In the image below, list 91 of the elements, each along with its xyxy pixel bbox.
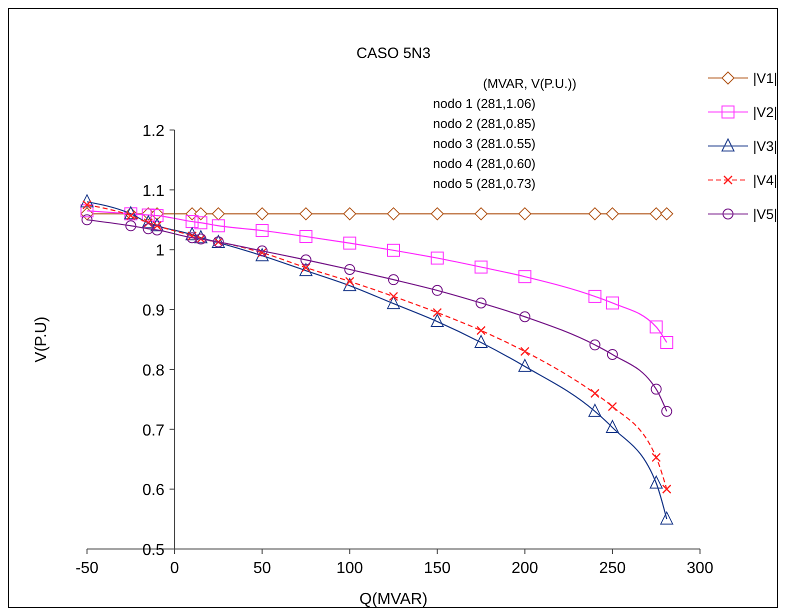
point <box>474 334 488 348</box>
point <box>608 402 618 412</box>
point <box>518 207 532 220</box>
point <box>588 290 602 303</box>
y-tick-label: 1.2 <box>142 123 165 140</box>
point <box>606 207 619 220</box>
point <box>432 308 442 318</box>
point <box>652 452 661 462</box>
y-tick-label: 0.6 <box>142 482 165 500</box>
point <box>387 244 400 257</box>
point <box>142 223 154 234</box>
point <box>474 260 488 274</box>
point <box>299 263 312 276</box>
point <box>212 207 225 220</box>
point <box>518 270 532 284</box>
annotation: nodo 2 (281,0.85) <box>433 116 536 131</box>
point <box>606 296 619 310</box>
point <box>588 207 602 220</box>
point <box>194 216 208 230</box>
point <box>80 194 94 208</box>
point <box>430 252 444 265</box>
point <box>388 292 398 302</box>
legend-label: |V1| <box>753 70 778 86</box>
point <box>518 358 532 372</box>
point <box>387 296 400 310</box>
x-tick-label: 300 <box>686 560 714 577</box>
point <box>125 220 136 232</box>
point <box>186 215 199 228</box>
point <box>660 207 674 220</box>
point <box>588 404 602 417</box>
point <box>80 204 94 218</box>
point <box>300 254 312 266</box>
point <box>299 207 312 220</box>
point <box>650 476 663 489</box>
point <box>256 207 269 220</box>
point <box>212 219 225 232</box>
annotation: nodo 4 (281,0.60) <box>433 156 536 171</box>
point <box>343 278 356 292</box>
legend-label: |V4| <box>753 172 778 188</box>
legend-label: |V5| <box>753 206 778 222</box>
point <box>606 348 618 360</box>
text: (MVAR, V(P.U.)) <box>483 76 576 91</box>
annotation: nodo 5 (281,0.73) <box>433 176 536 191</box>
y-tick-label: 1.1 <box>142 182 165 200</box>
text: nodo 1 (281,1.06) <box>433 96 536 111</box>
point <box>256 224 269 238</box>
point <box>661 406 672 417</box>
point <box>606 420 619 433</box>
point <box>650 207 663 220</box>
point <box>590 388 600 398</box>
point <box>343 236 356 250</box>
y-tick-label: 0.8 <box>142 362 165 380</box>
x-tick-label: 100 <box>336 560 364 577</box>
point <box>660 512 674 525</box>
point <box>660 336 674 349</box>
x-tick-label: 50 <box>253 560 272 577</box>
x-tick-label: 150 <box>424 560 451 577</box>
y-tick-label: 1 <box>156 242 165 260</box>
annotation: nodo 3 (281.0.55) <box>433 136 536 151</box>
y-axis-title: V(P.U) <box>33 316 50 362</box>
point <box>476 326 486 336</box>
x-tick-label: 250 <box>599 560 626 577</box>
point <box>388 274 399 286</box>
point <box>430 314 444 328</box>
point <box>82 214 92 226</box>
chart-title: CASO 5N3 <box>356 45 431 62</box>
point <box>589 339 600 350</box>
point <box>256 248 269 262</box>
point <box>256 245 268 256</box>
point <box>432 284 443 296</box>
y-tick-label: 0.9 <box>142 302 165 320</box>
point <box>476 297 487 308</box>
legend-label: |V2| <box>753 104 778 120</box>
point <box>474 207 488 220</box>
point <box>650 384 662 395</box>
y-tick-label: 0.7 <box>142 422 165 440</box>
point <box>387 207 400 220</box>
x-tick-label: 0 <box>170 560 180 577</box>
point <box>650 320 663 334</box>
x-axis-title: Q(MVAR) <box>359 591 428 608</box>
legend-label: |V3| <box>753 138 778 154</box>
x-tick-label: -50 <box>75 560 99 577</box>
point <box>344 264 356 275</box>
point <box>343 207 356 220</box>
point <box>430 207 444 220</box>
point <box>662 484 672 494</box>
point <box>152 224 163 236</box>
x-tick-label: 200 <box>512 560 538 577</box>
point <box>299 230 312 244</box>
point <box>519 311 530 322</box>
point <box>520 346 530 356</box>
